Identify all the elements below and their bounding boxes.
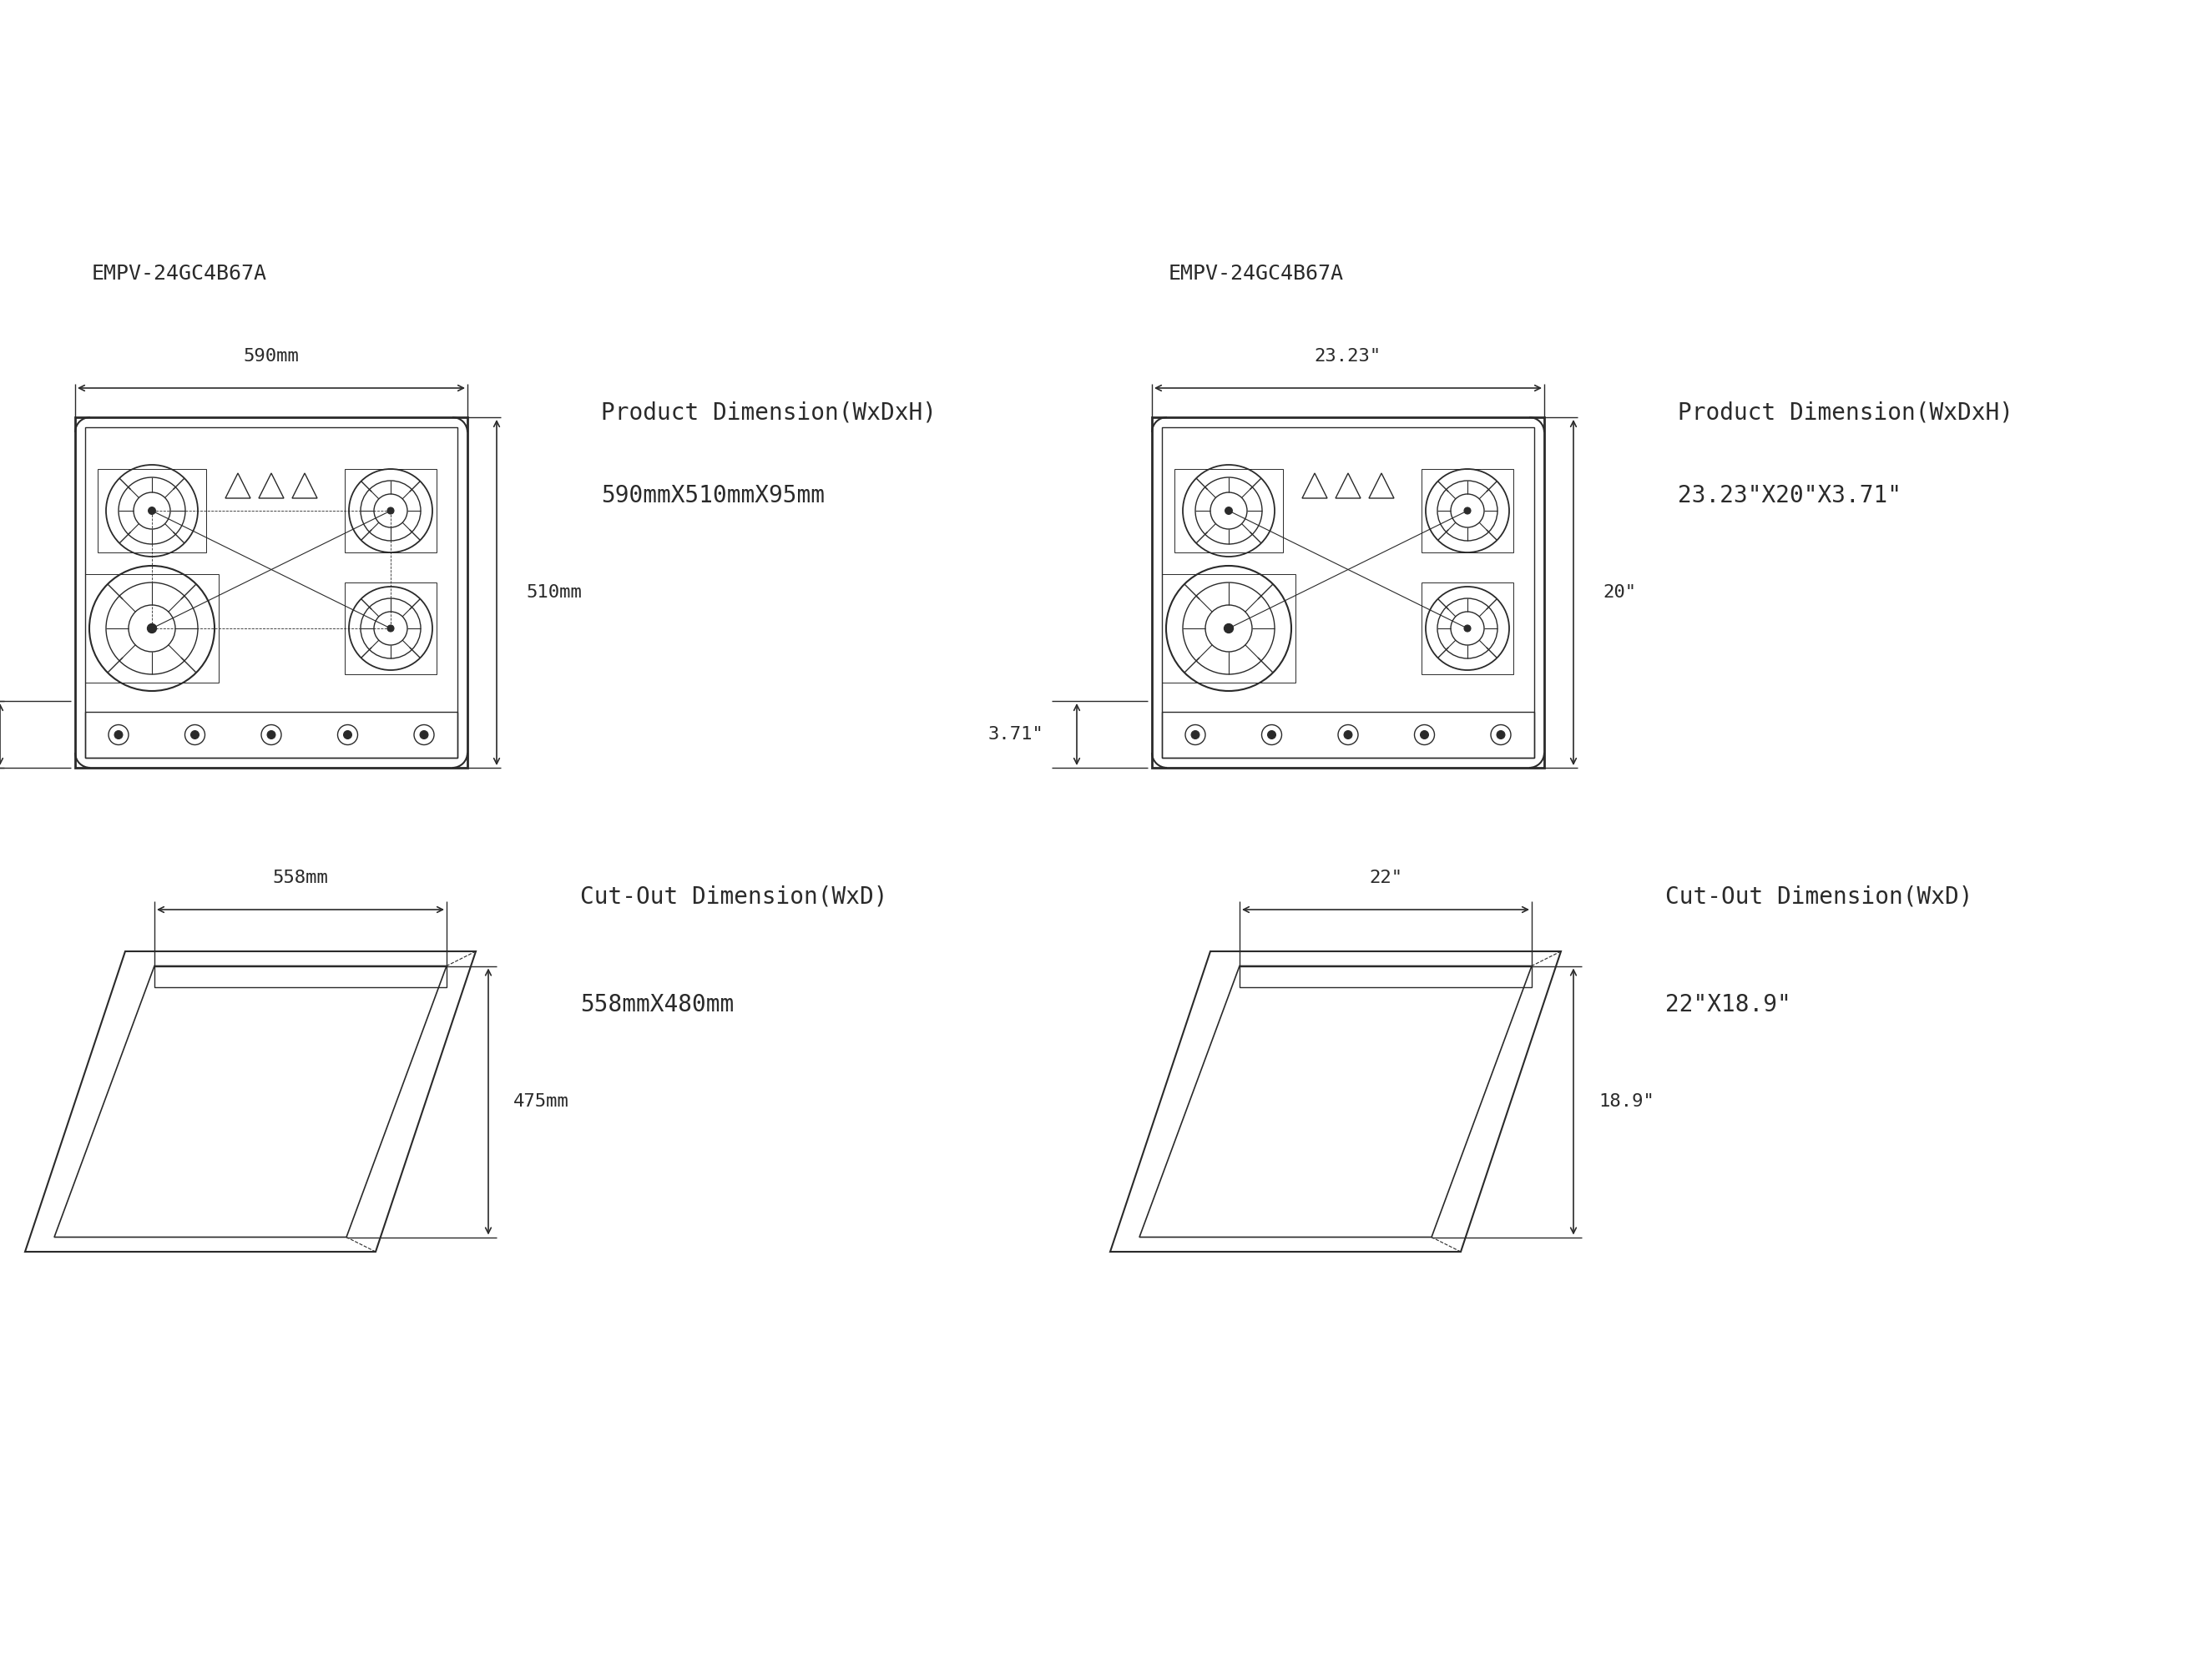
Circle shape — [1267, 731, 1276, 739]
Bar — [345, 582, 436, 674]
Circle shape — [1464, 624, 1471, 631]
Circle shape — [190, 731, 199, 739]
Circle shape — [115, 731, 122, 739]
Circle shape — [148, 507, 155, 514]
Text: 23.23"X20"X3.71": 23.23"X20"X3.71" — [1677, 484, 1902, 507]
Text: 23.23": 23.23" — [1314, 349, 1382, 366]
Text: EMPV-24GC4B67A: EMPV-24GC4B67A — [93, 264, 268, 284]
Text: Cut-Out Dimension(WxD): Cut-Out Dimension(WxD) — [1666, 885, 1973, 908]
Circle shape — [1420, 731, 1429, 739]
Circle shape — [1223, 624, 1234, 633]
Circle shape — [387, 624, 394, 631]
Circle shape — [1345, 731, 1352, 739]
Text: Product Dimension(WxDxH): Product Dimension(WxDxH) — [602, 401, 936, 424]
Text: 590mmX510mmX95mm: 590mmX510mmX95mm — [602, 484, 825, 507]
Circle shape — [387, 507, 394, 514]
Text: Product Dimension(WxDxH): Product Dimension(WxDxH) — [1677, 401, 2013, 424]
Bar — [1175, 469, 1283, 552]
Text: 22": 22" — [1369, 870, 1402, 886]
Bar — [1422, 582, 1513, 674]
Circle shape — [1498, 731, 1504, 739]
Text: 3.71": 3.71" — [987, 726, 1044, 743]
Bar — [345, 469, 436, 552]
Text: 510mm: 510mm — [526, 584, 582, 601]
Bar — [84, 427, 458, 758]
Text: EMPV-24GC4B67A: EMPV-24GC4B67A — [1168, 264, 1345, 284]
Circle shape — [1190, 731, 1199, 739]
Circle shape — [343, 731, 352, 739]
Text: 558mmX480mm: 558mmX480mm — [580, 993, 734, 1016]
Bar — [1422, 469, 1513, 552]
Bar — [1161, 427, 1535, 758]
Bar — [1161, 574, 1296, 683]
Text: 20": 20" — [1604, 584, 1637, 601]
Circle shape — [148, 624, 157, 633]
Bar — [1161, 711, 1535, 758]
Text: 475mm: 475mm — [513, 1093, 568, 1110]
Bar — [75, 417, 467, 768]
Text: 590mm: 590mm — [243, 349, 299, 366]
Text: 18.9": 18.9" — [1599, 1093, 1655, 1110]
Circle shape — [268, 731, 276, 739]
Bar — [1152, 417, 1544, 768]
Bar — [97, 469, 206, 552]
Text: Cut-Out Dimension(WxD): Cut-Out Dimension(WxD) — [580, 885, 887, 908]
Circle shape — [420, 731, 429, 739]
Bar — [84, 711, 458, 758]
Text: 558mm: 558mm — [272, 870, 327, 886]
Text: 22"X18.9": 22"X18.9" — [1666, 993, 1792, 1016]
Circle shape — [1464, 507, 1471, 514]
Bar — [84, 574, 219, 683]
Circle shape — [1225, 507, 1232, 514]
